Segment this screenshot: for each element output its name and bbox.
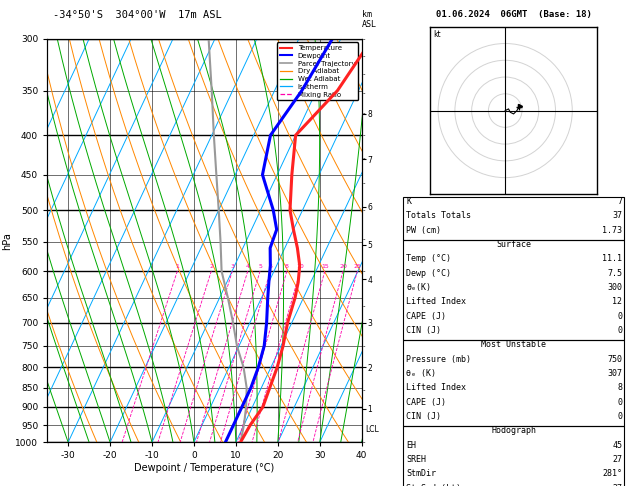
Text: 0: 0 — [617, 312, 622, 321]
Text: Lifted Index: Lifted Index — [406, 383, 466, 392]
Text: 300: 300 — [607, 283, 622, 292]
Text: -: - — [362, 36, 365, 42]
Text: 3: 3 — [230, 264, 234, 269]
Text: 37: 37 — [612, 211, 622, 220]
Text: 5: 5 — [258, 264, 262, 269]
Text: -: - — [362, 236, 365, 242]
Text: StmDir: StmDir — [406, 469, 437, 478]
Text: -: - — [362, 388, 365, 394]
Text: -: - — [362, 111, 365, 117]
Text: -: - — [362, 180, 365, 186]
Text: 281°: 281° — [602, 469, 622, 478]
Text: -: - — [362, 53, 365, 59]
Text: Hodograph: Hodograph — [491, 426, 536, 435]
Text: 45: 45 — [612, 440, 622, 450]
Text: 10: 10 — [296, 264, 304, 269]
Text: CIN (J): CIN (J) — [406, 412, 442, 421]
Text: 01.06.2024  06GMT  (Base: 18): 01.06.2024 06GMT (Base: 18) — [436, 10, 591, 19]
Text: -: - — [362, 156, 365, 161]
Text: θₑ (K): θₑ (K) — [406, 369, 437, 378]
Text: 7.5: 7.5 — [607, 268, 622, 278]
Text: -: - — [362, 132, 365, 138]
Text: Totals Totals: Totals Totals — [406, 211, 471, 220]
Text: kt: kt — [433, 30, 441, 39]
Text: 1.73: 1.73 — [602, 226, 622, 235]
Text: Pressure (mb): Pressure (mb) — [406, 354, 471, 364]
Text: 0: 0 — [617, 412, 622, 421]
Text: 12: 12 — [612, 297, 622, 306]
Text: -: - — [362, 439, 365, 445]
Text: 27: 27 — [612, 484, 622, 486]
Text: -34°50'S  304°00'W  17m ASL: -34°50'S 304°00'W 17m ASL — [53, 10, 222, 20]
Text: -: - — [362, 268, 365, 274]
Text: 25: 25 — [353, 264, 361, 269]
Text: LCL: LCL — [365, 425, 379, 434]
Text: K: K — [406, 197, 411, 206]
Text: Most Unstable: Most Unstable — [481, 340, 546, 349]
Text: SREH: SREH — [406, 455, 426, 464]
Text: 4: 4 — [246, 264, 250, 269]
Text: -: - — [362, 207, 365, 213]
Text: θₑ(K): θₑ(K) — [406, 283, 431, 292]
Text: 6: 6 — [269, 264, 272, 269]
Text: -: - — [362, 303, 365, 310]
Text: -: - — [362, 71, 365, 77]
X-axis label: Dewpoint / Temperature (°C): Dewpoint / Temperature (°C) — [135, 463, 274, 473]
Text: 2: 2 — [209, 264, 213, 269]
Text: 7: 7 — [617, 197, 622, 206]
Text: -: - — [362, 90, 365, 96]
Text: 750: 750 — [607, 354, 622, 364]
Text: 11.1: 11.1 — [602, 254, 622, 263]
Text: 20: 20 — [339, 264, 347, 269]
Text: 8: 8 — [285, 264, 289, 269]
Text: -: - — [362, 343, 365, 349]
Text: km
ASL: km ASL — [362, 10, 377, 29]
Text: 1: 1 — [175, 264, 179, 269]
Text: 0: 0 — [617, 398, 622, 407]
Text: 15: 15 — [321, 264, 329, 269]
Text: 0: 0 — [617, 326, 622, 335]
Y-axis label: hPa: hPa — [3, 232, 13, 249]
Text: Temp (°C): Temp (°C) — [406, 254, 452, 263]
Text: PW (cm): PW (cm) — [406, 226, 442, 235]
Text: EH: EH — [406, 440, 416, 450]
Text: 307: 307 — [607, 369, 622, 378]
Text: StmSpd (kt): StmSpd (kt) — [406, 484, 461, 486]
Text: Surface: Surface — [496, 240, 531, 249]
Text: Dewp (°C): Dewp (°C) — [406, 268, 452, 278]
Legend: Temperature, Dewpoint, Parcel Trajectory, Dry Adiabat, Wet Adiabat, Isotherm, Mi: Temperature, Dewpoint, Parcel Trajectory… — [277, 42, 358, 100]
Text: CIN (J): CIN (J) — [406, 326, 442, 335]
Text: 8: 8 — [617, 383, 622, 392]
Text: CAPE (J): CAPE (J) — [406, 398, 447, 407]
Text: Lifted Index: Lifted Index — [406, 297, 466, 306]
Text: CAPE (J): CAPE (J) — [406, 312, 447, 321]
Text: 27: 27 — [612, 455, 622, 464]
